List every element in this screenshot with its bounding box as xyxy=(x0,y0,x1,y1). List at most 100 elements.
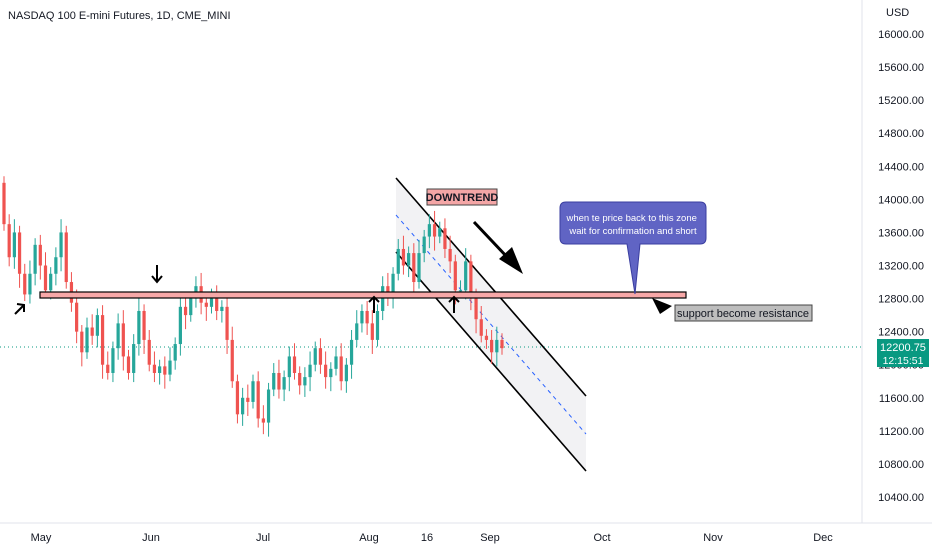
candle[interactable] xyxy=(137,297,141,356)
candle[interactable] xyxy=(54,247,58,286)
candle[interactable] xyxy=(417,239,421,289)
candle[interactable] xyxy=(313,341,317,372)
candle[interactable] xyxy=(407,246,411,278)
candle[interactable] xyxy=(484,329,489,350)
candle[interactable] xyxy=(246,384,250,416)
candle[interactable] xyxy=(479,306,483,343)
candle[interactable] xyxy=(100,305,105,379)
candle[interactable] xyxy=(142,304,146,354)
candle[interactable] xyxy=(111,341,115,383)
candle[interactable] xyxy=(12,219,16,269)
candle[interactable] xyxy=(287,346,291,392)
candle[interactable] xyxy=(64,225,68,289)
candle[interactable] xyxy=(292,343,297,380)
channel-upper-line[interactable] xyxy=(395,177,587,397)
candle[interactable] xyxy=(95,308,99,348)
candle-body xyxy=(158,366,162,373)
candle[interactable] xyxy=(360,304,364,333)
candle[interactable] xyxy=(173,337,177,370)
candle[interactable] xyxy=(230,326,234,388)
candle[interactable] xyxy=(324,351,328,389)
downtrend-channel[interactable] xyxy=(395,177,587,472)
candle[interactable] xyxy=(349,329,354,379)
downtrend-label[interactable]: DOWNTREND xyxy=(426,188,499,206)
candle[interactable] xyxy=(448,235,452,273)
candle[interactable] xyxy=(90,314,94,345)
candle[interactable] xyxy=(215,285,219,321)
candle[interactable] xyxy=(412,243,416,297)
candle[interactable] xyxy=(308,351,312,392)
candle[interactable] xyxy=(85,317,89,359)
resistance-zone[interactable] xyxy=(39,291,687,299)
candle[interactable] xyxy=(204,296,208,321)
candle[interactable] xyxy=(256,371,260,428)
candle[interactable] xyxy=(272,363,276,397)
candle[interactable] xyxy=(158,359,162,385)
candle[interactable] xyxy=(80,325,84,367)
candle[interactable] xyxy=(365,301,369,335)
candle[interactable] xyxy=(355,310,359,347)
candle[interactable] xyxy=(401,235,406,275)
candle[interactable] xyxy=(132,334,136,383)
candle[interactable] xyxy=(38,234,42,280)
candle[interactable] xyxy=(386,272,390,307)
candle[interactable] xyxy=(495,326,499,367)
candle[interactable] xyxy=(17,225,22,288)
candle[interactable] xyxy=(277,359,281,399)
candle[interactable] xyxy=(106,351,110,380)
candle[interactable] xyxy=(116,313,120,360)
price-axis[interactable]: USD 16000.00 15600.00 15200.00 14800.00 1440… xyxy=(861,0,924,523)
candle[interactable] xyxy=(339,343,343,391)
candle[interactable] xyxy=(225,296,229,354)
time-axis[interactable]: May Jun Jul Aug 16 Sep Oct Nov Dec xyxy=(0,522,932,544)
candle[interactable] xyxy=(178,296,182,356)
candle[interactable] xyxy=(43,252,48,297)
candle[interactable] xyxy=(344,358,348,393)
candle[interactable] xyxy=(318,338,323,374)
candles[interactable] xyxy=(2,176,504,437)
candle[interactable] xyxy=(375,304,380,347)
candle[interactable] xyxy=(443,218,447,259)
candle[interactable] xyxy=(370,310,374,354)
channel-lower-line[interactable] xyxy=(395,251,587,472)
candle[interactable] xyxy=(490,329,494,364)
candle[interactable] xyxy=(121,310,125,371)
support-label[interactable]: support become resistance xyxy=(674,304,813,322)
candle[interactable] xyxy=(469,254,473,311)
candle[interactable] xyxy=(391,267,395,309)
candle[interactable] xyxy=(303,367,307,397)
candle[interactable] xyxy=(432,210,437,251)
candle[interactable] xyxy=(2,176,6,231)
candle[interactable] xyxy=(183,293,188,330)
candle[interactable] xyxy=(282,370,286,402)
candle[interactable] xyxy=(334,346,338,376)
candle[interactable] xyxy=(427,214,431,249)
candle[interactable] xyxy=(438,221,442,244)
candle[interactable] xyxy=(147,329,151,372)
candle[interactable] xyxy=(59,219,63,272)
candle[interactable] xyxy=(23,263,27,302)
candle[interactable] xyxy=(422,229,426,263)
candle[interactable] xyxy=(168,347,172,382)
candle[interactable] xyxy=(396,239,400,281)
candle[interactable] xyxy=(266,382,271,437)
candle[interactable] xyxy=(220,300,224,323)
plot-area[interactable] xyxy=(0,0,862,523)
candle[interactable] xyxy=(261,405,265,435)
candle[interactable] xyxy=(329,362,333,392)
candle[interactable] xyxy=(251,374,255,409)
candle[interactable] xyxy=(241,387,245,426)
candle[interactable] xyxy=(298,366,302,395)
candle[interactable] xyxy=(163,356,167,389)
candle-body xyxy=(474,298,478,320)
candle[interactable] xyxy=(152,351,157,383)
candle[interactable] xyxy=(126,349,131,380)
candle[interactable] xyxy=(500,333,504,355)
callout-note[interactable]: when te price back to this zone wait for… xyxy=(559,201,707,295)
candle[interactable] xyxy=(7,214,11,267)
candle[interactable] xyxy=(464,248,468,300)
candle[interactable] xyxy=(28,260,32,304)
candle[interactable] xyxy=(235,374,240,424)
candle[interactable] xyxy=(33,238,37,286)
